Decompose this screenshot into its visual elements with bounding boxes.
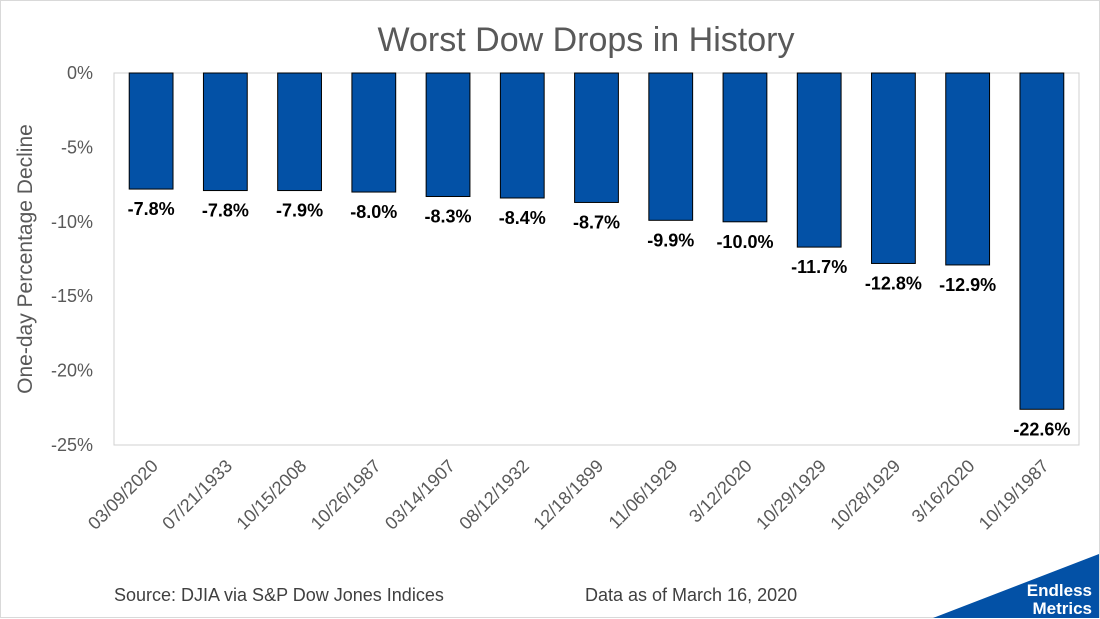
- x-tick-label: 10/15/2008: [233, 456, 311, 534]
- x-tick-label: 3/12/2020: [685, 456, 756, 527]
- data-label: -7.8%: [202, 201, 249, 221]
- chart-title: Worst Dow Drops in History: [378, 21, 795, 59]
- x-tick-label: 03/14/1907: [381, 456, 459, 534]
- data-label: -22.6%: [1013, 419, 1070, 439]
- x-tick-label: 10/28/1929: [826, 456, 904, 534]
- bar: [722, 72, 768, 223]
- y-tick-label: 0%: [67, 63, 93, 83]
- data-label: -10.0%: [716, 232, 773, 252]
- bar: [202, 72, 248, 192]
- data-label: -7.8%: [128, 199, 175, 219]
- bar: [351, 72, 397, 193]
- bar: [574, 72, 619, 203]
- bar: [1019, 72, 1065, 410]
- logo-text-line2: Metrics: [1032, 599, 1092, 618]
- bar: [796, 72, 842, 248]
- x-tick-label: 07/21/1933: [158, 456, 236, 534]
- data-label: -8.3%: [425, 207, 472, 227]
- endless-metrics-logo: Endless Metrics: [933, 554, 1099, 618]
- bar: [425, 72, 471, 198]
- data-date-note: Data as of March 16, 2020: [585, 585, 797, 605]
- y-axis-label: One-day Percentage Decline: [14, 124, 37, 394]
- y-tick-label: -20%: [51, 361, 93, 381]
- data-label: -8.7%: [573, 212, 620, 232]
- x-tick-label: 08/12/1932: [455, 456, 533, 534]
- bar: [871, 72, 916, 264]
- data-label: -9.9%: [647, 230, 694, 250]
- data-label: -7.9%: [276, 201, 323, 221]
- x-tick-label: 12/18/1899: [529, 456, 607, 534]
- logo-triangle: [933, 554, 1099, 618]
- data-label: -8.4%: [499, 208, 546, 228]
- x-tick-label: 10/19/1987: [975, 456, 1053, 534]
- x-tick-label: 10/26/1987: [307, 456, 385, 534]
- x-tick-label: 3/16/2020: [908, 456, 979, 527]
- bar: [499, 72, 545, 199]
- source-note: Source: DJIA via S&P Dow Jones Indices: [114, 585, 444, 605]
- x-tick-label: 10/29/1929: [752, 456, 830, 534]
- x-tick-label: 11/06/1929: [605, 456, 682, 533]
- y-tick-label: -5%: [61, 137, 93, 157]
- bar: [945, 72, 991, 266]
- y-tick-label: -10%: [51, 212, 93, 232]
- data-label: -12.9%: [939, 275, 996, 295]
- logo-text-line1: Endless: [1027, 581, 1092, 600]
- bar: [277, 72, 322, 192]
- y-tick-label: -25%: [51, 435, 93, 455]
- bar: [128, 72, 174, 190]
- x-tick-label: 03/09/2020: [84, 456, 162, 534]
- data-label: -8.0%: [350, 202, 397, 222]
- y-tick-label: -15%: [51, 286, 93, 306]
- data-label: -11.7%: [791, 257, 847, 277]
- plot-area: 0% -5% -10% -15% -20% -25% -7.8% 03/09/2020 -7.8…: [51, 63, 1080, 534]
- bar: [648, 72, 694, 221]
- data-label: -12.8%: [865, 273, 922, 293]
